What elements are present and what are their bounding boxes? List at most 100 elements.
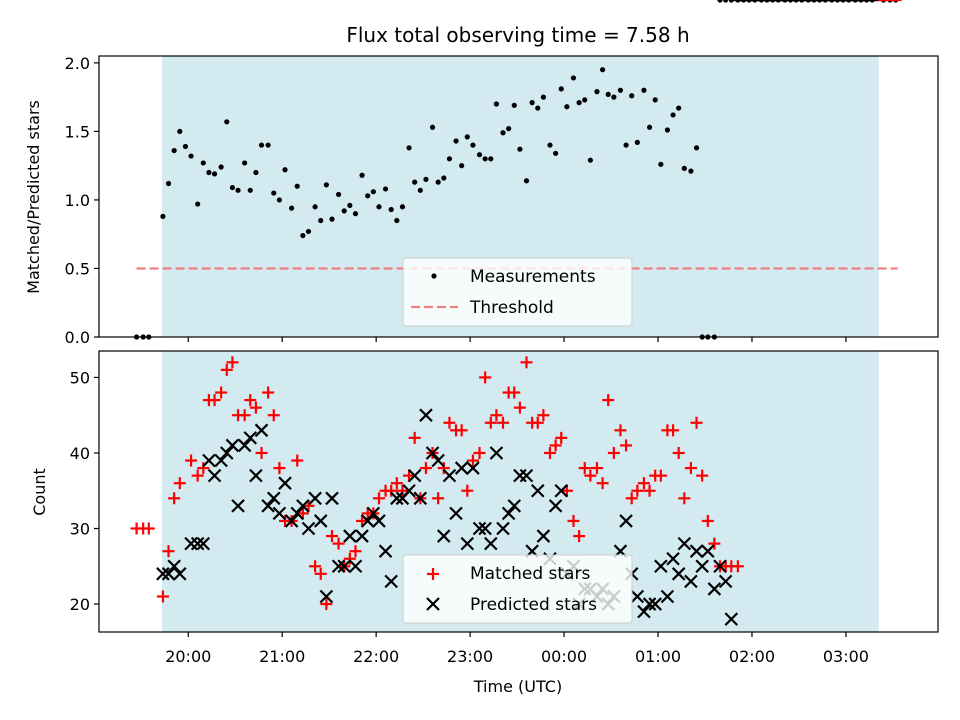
measurement-point	[218, 164, 224, 170]
matched-star-point	[191, 469, 204, 482]
predicted-star-point	[637, 604, 651, 619]
predicted-star-point	[519, 468, 534, 483]
predicted-star-point	[331, 559, 346, 574]
predicted-star-point	[472, 521, 487, 536]
predicted-star-point	[214, 453, 228, 468]
matched-star-point	[296, 507, 309, 520]
ratio-plot-frame	[98, 55, 939, 338]
measurement-point	[417, 187, 423, 193]
matched-star-point	[625, 492, 638, 505]
predicted-star-point	[718, 574, 733, 589]
predicted-star-point	[378, 544, 393, 558]
measurement-point	[611, 94, 617, 100]
measurement-point	[347, 202, 353, 209]
matched-star-point	[708, 537, 721, 550]
matched-star-point	[273, 462, 286, 475]
matched-star-point	[215, 386, 228, 399]
measurement-point	[271, 190, 277, 196]
matched-star-point	[343, 552, 356, 565]
matched-star-point	[549, 439, 562, 452]
x-tick-label: 00:00	[541, 647, 587, 666]
matched-star-point	[484, 416, 497, 429]
matched-star-point	[262, 386, 275, 399]
measurement-point	[195, 201, 201, 207]
matched-star-point	[479, 371, 492, 384]
count-y-ticks: 20 30 40 50	[70, 368, 99, 614]
measurement-point	[623, 142, 629, 148]
predicted-star-point	[313, 514, 328, 528]
predicted-star-point	[319, 589, 334, 604]
matched-star-point	[320, 598, 333, 611]
x-tick-label: 23:00	[447, 647, 493, 666]
y-tick-label: 20	[70, 595, 90, 614]
predicted-star-point	[254, 423, 269, 438]
x-tick-label: 02:00	[729, 647, 775, 666]
matched-star-point	[490, 409, 503, 422]
measurement-point	[681, 165, 687, 171]
matched-stars-points	[130, 0, 902, 611]
legend-threshold-label: Threshold	[469, 298, 554, 318]
matched-star-point	[432, 492, 445, 505]
measurement-point	[594, 89, 600, 95]
matched-star-point	[531, 416, 544, 429]
measurement-point	[688, 168, 694, 174]
y-tick-label: 0.0	[65, 328, 90, 347]
matched-star-point	[537, 409, 550, 422]
measurement-point	[359, 172, 365, 178]
measurement-point	[406, 145, 412, 151]
y-tick-label: 0.5	[65, 259, 90, 278]
measurement-point	[300, 232, 306, 239]
matched-star-point	[390, 477, 403, 490]
matched-star-point	[466, 454, 479, 467]
measurement-point	[506, 126, 512, 132]
measurement-point	[523, 178, 530, 184]
matched-star-point	[637, 477, 650, 490]
count-panel: 20 30 40 50 20:00 21:00 22:00 23:00 00:00 01:00 0…	[30, 0, 939, 696]
measurement-point	[464, 134, 470, 140]
measurement-point	[312, 204, 318, 210]
matched-star-point	[267, 409, 280, 422]
matched-star-point	[156, 590, 169, 603]
predicted-star-point	[196, 536, 211, 551]
measurement-point	[582, 97, 588, 103]
ratio-y-ticks: 0.0 0.5 1.0 1.5 2.0	[65, 54, 99, 347]
predicted-star-point	[190, 536, 205, 551]
measurement-point	[564, 104, 570, 110]
measurement-point	[670, 112, 676, 118]
matched-star-point	[220, 363, 233, 376]
predicted-star-point	[684, 574, 698, 589]
matched-star-point	[326, 530, 339, 543]
measurement-point	[229, 184, 236, 191]
matched-star-point	[667, 424, 680, 437]
y-tick-label: 1.5	[65, 122, 90, 141]
measurement-point	[629, 93, 635, 99]
matched-star-point	[197, 462, 210, 475]
measurement-point	[289, 205, 295, 211]
predicted-star-point	[343, 529, 357, 543]
matched-star-point	[314, 567, 327, 580]
measurement-point	[160, 213, 166, 219]
matched-star-point	[226, 356, 239, 369]
predicted-star-point	[390, 491, 404, 506]
measurement-point	[553, 150, 559, 156]
matched-star-point	[455, 424, 468, 437]
measurement-point	[247, 187, 253, 193]
predicted-star-point	[308, 491, 322, 506]
measurement-point	[535, 105, 541, 111]
measurement-point	[511, 102, 517, 108]
measurement-point	[646, 124, 653, 130]
predicted-star-point	[484, 536, 498, 551]
predicted-star-point	[243, 431, 258, 445]
predicted-star-point	[648, 597, 662, 611]
measurement-point	[488, 156, 494, 162]
predicted-star-point	[219, 446, 234, 460]
predicted-star-point	[261, 499, 275, 513]
measurement-point	[165, 180, 172, 187]
y-tick-label: 1.0	[65, 191, 90, 210]
matched-star-point	[309, 560, 322, 573]
matched-star-point	[696, 469, 709, 482]
matched-star-point	[578, 462, 591, 475]
matched-star-point	[678, 492, 691, 505]
measurement-point	[253, 169, 259, 176]
predicted-star-point	[701, 544, 715, 558]
